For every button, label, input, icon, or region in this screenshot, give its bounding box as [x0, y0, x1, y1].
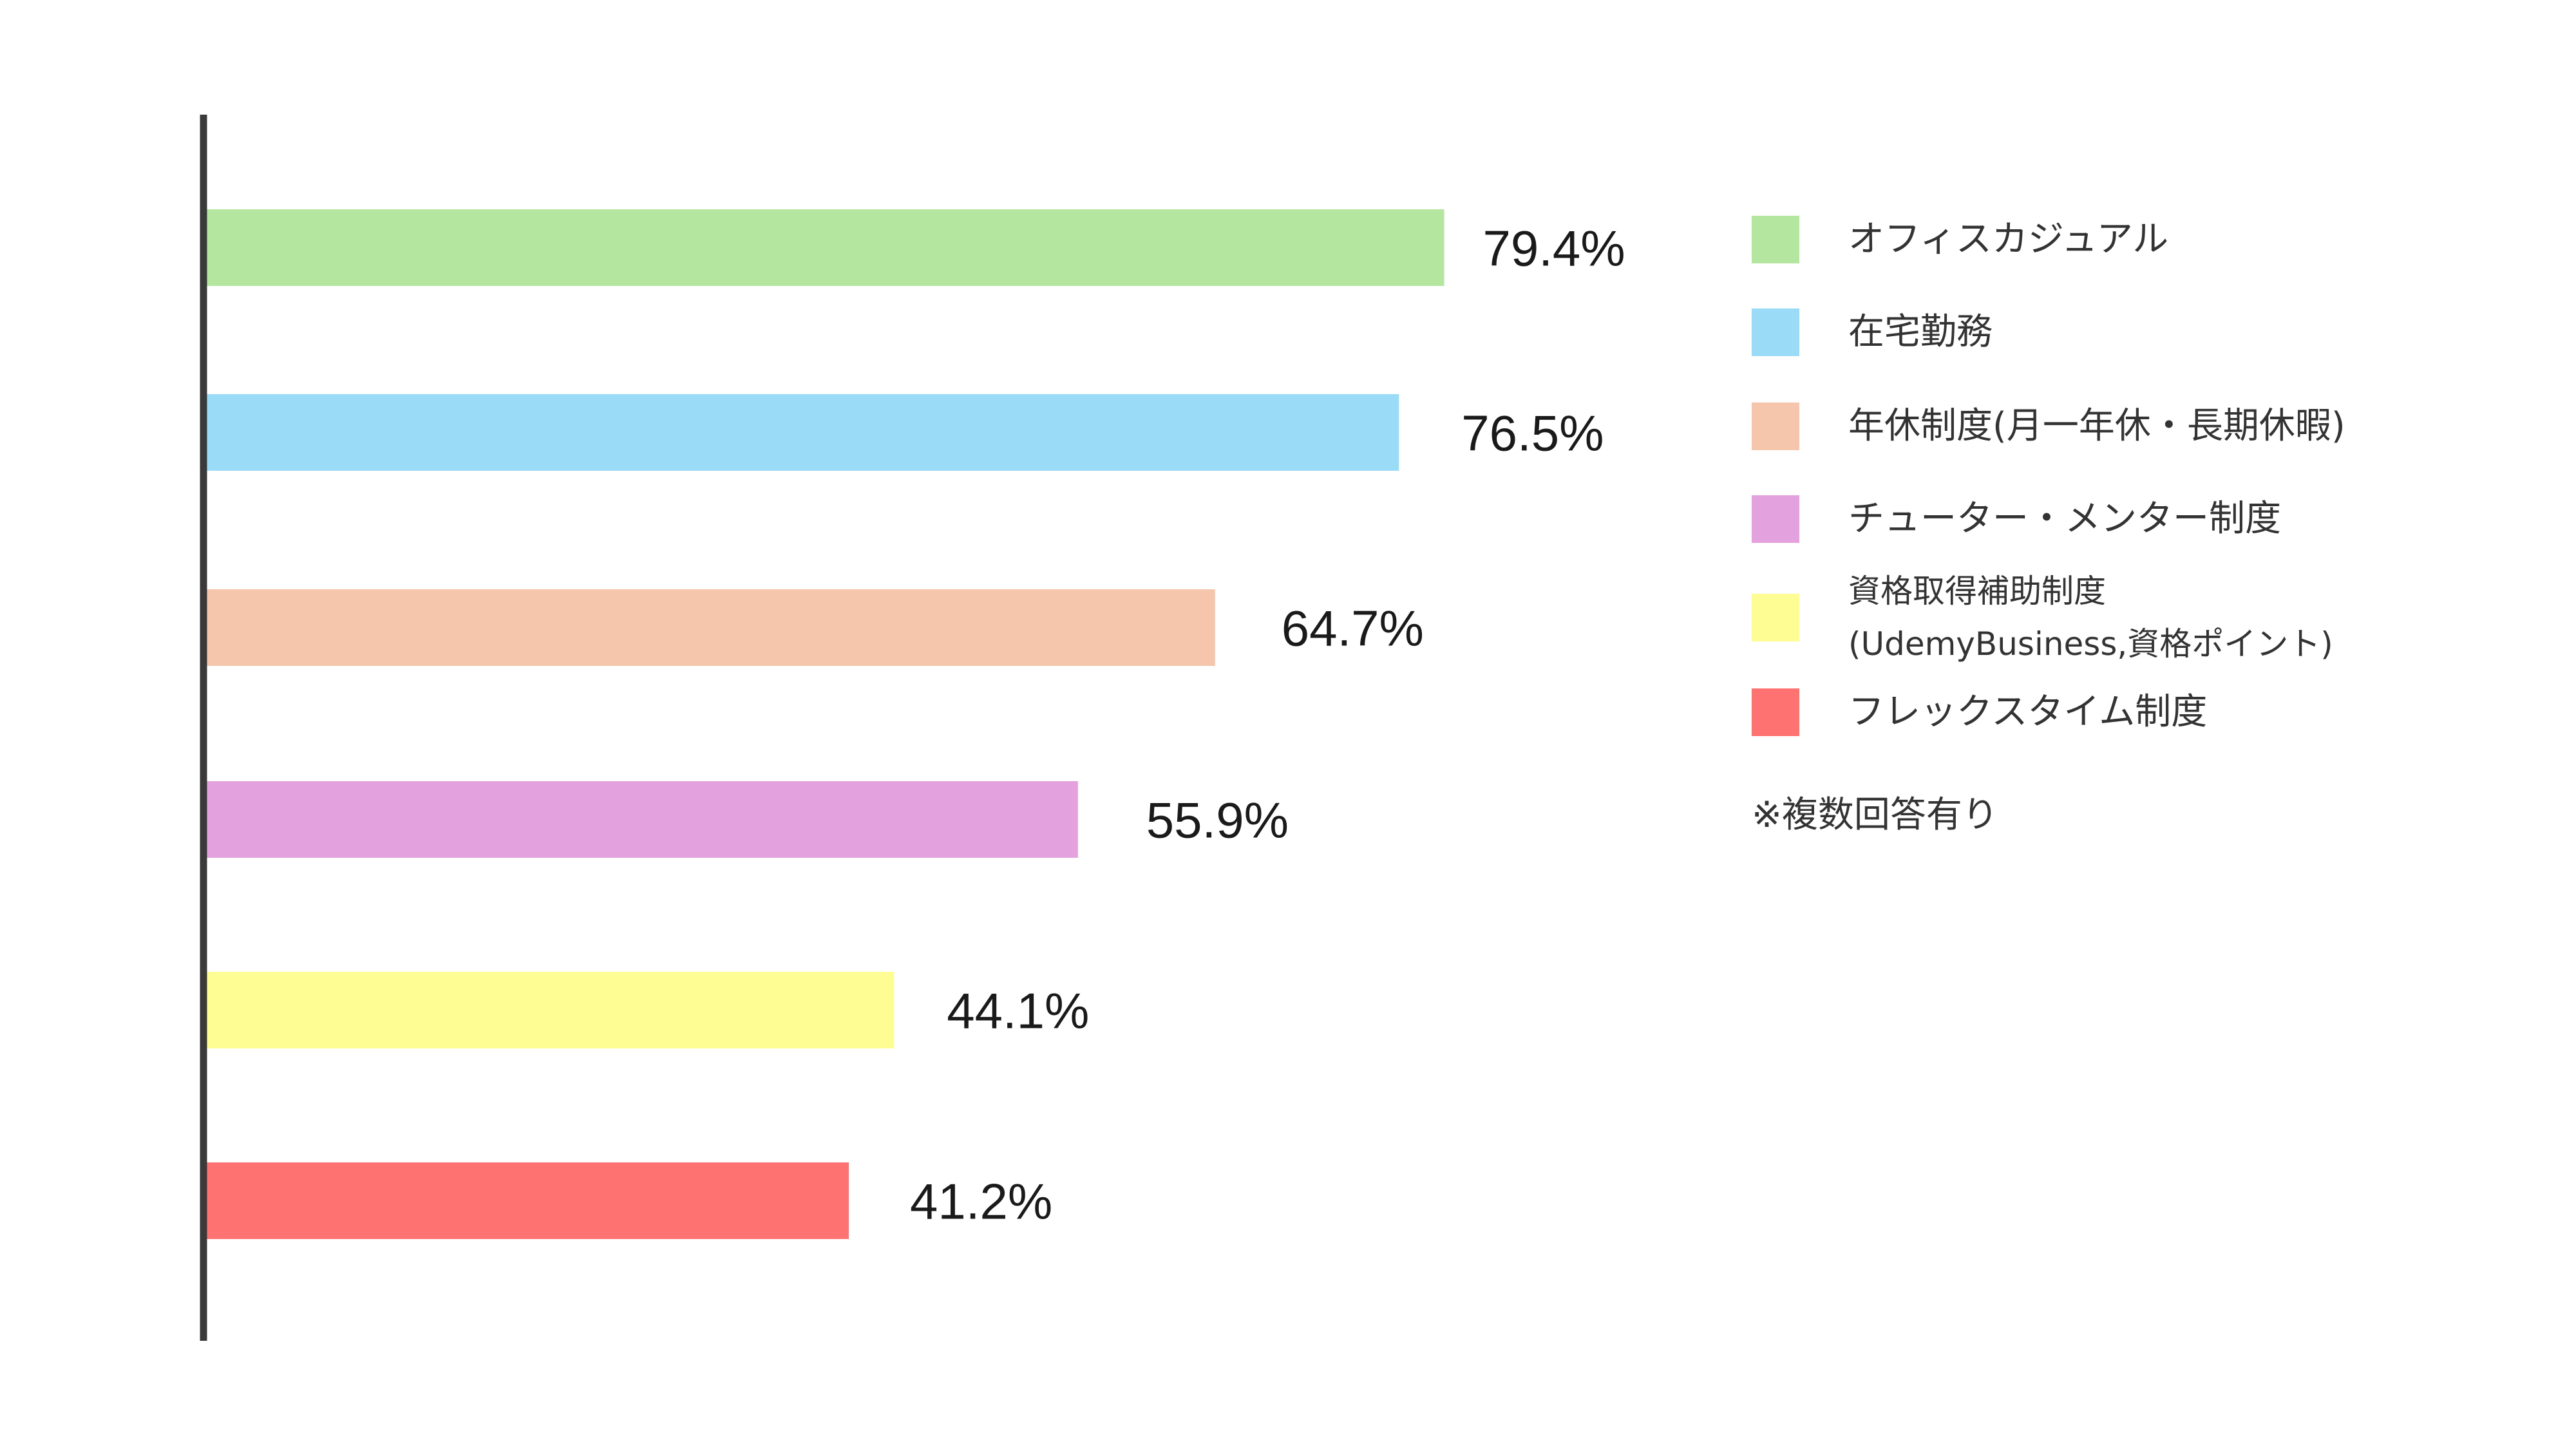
value-label-1: 79.4% [1482, 220, 1625, 277]
bar-5 [207, 972, 895, 1048]
legend-label-line: (UdemyBusiness,資格ポイント) [1848, 625, 2333, 663]
value-labels: 79.4% 76.5% 64.7% 55.9% 44.1% 41.2% [910, 220, 1625, 1230]
legend-items: オフィスカジュアル 在宅勤務年休制度(月一年休・長期休暇) チューター・メンター制度… [1752, 193, 2524, 753]
bar-3 [207, 589, 1215, 666]
legend: オフィスカジュアル 在宅勤務年休制度(月一年休・長期休暇) チューター・メンター制度… [1752, 193, 2524, 838]
value-label-5: 44.1% [947, 983, 1089, 1039]
legend-label-5: 資格取得補助制度 (UdemyBusiness,資格ポイント) [1848, 565, 2333, 671]
legend-swatch-2 [1752, 308, 1799, 356]
legend-label-3: 年休制度(月一年休・長期休暇) [1848, 400, 2345, 452]
bar-1 [207, 209, 1444, 286]
legend-item-5: 資格取得補助制度 (UdemyBusiness,資格ポイント) [1752, 564, 2524, 671]
bar-2 [207, 394, 1399, 471]
value-label-6: 41.2% [910, 1173, 1052, 1230]
legend-item-3: 年休制度(月一年休・長期休暇) [1752, 379, 2524, 474]
legend-label-1: オフィスカジュアル [1848, 213, 2168, 265]
value-label-3: 64.7% [1282, 600, 1424, 657]
multiple-answers-note: ※複数回答有り [1752, 794, 1998, 836]
legend-item-4: チューター・メンター制度 [1752, 474, 2524, 564]
legend-label-6: フレックスタイム制度 [1848, 686, 2207, 738]
bars [207, 209, 1444, 1239]
legend-swatch-3 [1752, 402, 1799, 450]
legend-swatch-4 [1752, 495, 1799, 543]
legend-label-line: オフィスカジュアル [1848, 218, 2169, 261]
legend-swatch-5 [1752, 594, 1799, 641]
legend-label-4: チューター・メンター制度 [1848, 493, 2281, 545]
legend-label-line: フレックスタイム制度 [1848, 691, 2208, 734]
legend-label-2: 在宅勤務 [1848, 306, 1993, 358]
legend-label-line: 資格取得補助制度 [1848, 572, 2106, 610]
legend-item-6: フレックスタイム制度 [1752, 671, 2524, 753]
bar-4 [207, 781, 1078, 858]
legend-label-line: チューター・メンター制度 [1848, 498, 2281, 540]
value-label-2: 76.5% [1461, 405, 1604, 462]
value-label-4: 55.9% [1146, 792, 1289, 849]
legend-swatch-1 [1752, 216, 1799, 263]
legend-label-line: 在宅勤務 [1848, 311, 1993, 354]
legend-item-2: 在宅勤務 [1752, 286, 2524, 379]
legend-label-line: 年休制度(月一年休・長期休暇) [1848, 405, 2345, 448]
bar-6 [207, 1162, 849, 1239]
legend-swatch-6 [1752, 688, 1799, 736]
legend-item-1: オフィスカジュアル [1752, 193, 2524, 286]
